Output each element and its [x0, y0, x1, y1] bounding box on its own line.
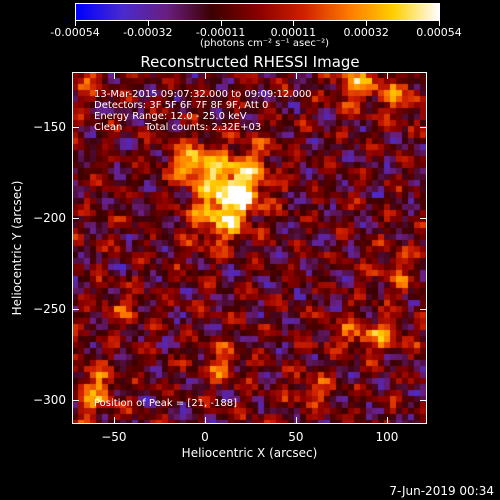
y-tick-label: −250: [33, 302, 66, 317]
footer-date: 7-Jun-2019 00:34: [389, 484, 494, 498]
info-energy-range: Energy Range: 12.0 - 25.0 keV: [94, 111, 247, 122]
colorbar-tick-label: 0.00011: [270, 26, 317, 39]
x-tick: [204, 73, 206, 79]
colorbar-tick: [75, 20, 76, 26]
colorbar-tick-label: 0.00032: [343, 26, 389, 39]
colorbar-tick: [366, 20, 368, 26]
colorbar-tick-label: 0.00054: [416, 26, 462, 39]
x-tick: [204, 417, 206, 423]
x-tick: [386, 417, 388, 423]
y-tick-label: −300: [33, 393, 66, 408]
x-tick: [113, 417, 115, 423]
colorbar-tick: [439, 20, 440, 26]
x-tick-label: 100: [375, 430, 399, 444]
y-tick: [420, 126, 426, 128]
x-tick-label: 50: [288, 430, 304, 444]
x-tick: [295, 73, 297, 79]
y-tick: [73, 309, 79, 311]
y-tick: [420, 309, 426, 311]
x-tick-label: −50: [101, 430, 127, 444]
y-tick-label: −200: [33, 210, 66, 225]
x-tick: [295, 417, 297, 423]
rhessi-image: [72, 72, 427, 424]
image-canvas: [72, 72, 427, 424]
info-total-counts: Total counts: 2.32E+03: [145, 122, 262, 133]
info-detectors: Detectors: 3F 5F 6F 7F 8F 9F, Att 0: [94, 100, 269, 111]
colorbar: [75, 3, 440, 21]
x-axis-label: Heliocentric X (arcsec): [181, 446, 318, 460]
y-tick-label: −150: [33, 119, 66, 134]
y-tick: [73, 217, 79, 219]
x-tick: [386, 73, 388, 79]
colorbar-gradient: [76, 4, 439, 20]
x-tick-label: 0: [201, 430, 209, 444]
plot-title: Reconstructed RHESSI Image: [140, 53, 360, 71]
colorbar-tick-label: -0.00054: [50, 26, 100, 39]
x-tick: [113, 73, 115, 79]
colorbar-tick: [293, 20, 295, 26]
colorbar-tick: [147, 20, 149, 26]
colorbar-units: (photons cm⁻² s⁻¹ asec⁻²): [200, 38, 330, 49]
info-time-range: 13-Mar-2015 09:07:32.000 to 09:09:12.000: [94, 89, 312, 100]
info-peak-position: Position of Peak = [21, -188]: [94, 398, 237, 409]
colorbar-tick-label: -0.00032: [123, 26, 173, 39]
y-tick: [420, 400, 426, 402]
y-tick: [73, 126, 79, 128]
info-method: Clean: [94, 122, 123, 133]
y-tick: [73, 400, 79, 402]
colorbar-tick: [220, 20, 222, 26]
y-tick: [420, 217, 426, 219]
y-axis-label: Heliocentric Y (arcsec): [10, 180, 24, 316]
colorbar-tick-label: -0.00011: [195, 26, 246, 39]
